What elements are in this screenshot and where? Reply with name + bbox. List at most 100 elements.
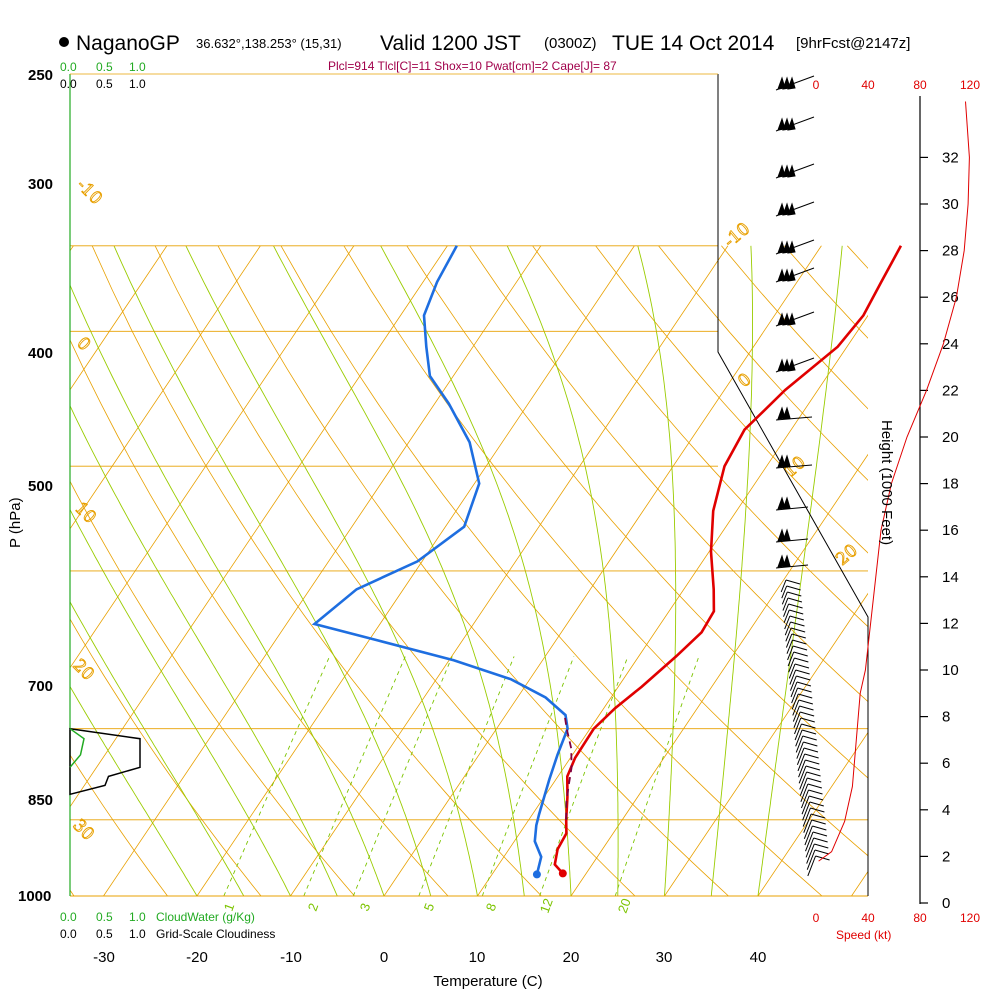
wind-barb-flag — [782, 406, 791, 420]
mix-label: 12 — [537, 896, 556, 915]
wind-barb-shaft — [787, 651, 795, 667]
ptick-400: 400 — [28, 345, 53, 362]
wind-barb-feather — [787, 591, 802, 597]
wind-barb-feather — [800, 717, 815, 723]
wind-barb-shaft — [792, 699, 800, 716]
cloud-water-scale-top: 0.0 0.5 1.0 — [60, 60, 146, 74]
surface-temperature-dot — [558, 869, 567, 878]
wind-barb-feather — [796, 681, 812, 687]
height-tick-label: 20 — [942, 429, 959, 446]
wind-barb-flag — [787, 240, 796, 254]
wind-barb-feather — [792, 639, 807, 645]
moist-adiabat-lines — [70, 245, 843, 896]
wind-barb-flag — [782, 554, 791, 568]
sounding-indices: Plcl=914 Tlcl[C]=11 Shox=10 Pwat[cm]=2 C… — [328, 59, 617, 73]
wind-barb-feather — [786, 585, 801, 591]
cl-bot-2: 1.0 — [129, 927, 146, 941]
wind-barb-feather — [812, 825, 827, 831]
wind-barb-feather — [795, 669, 810, 675]
cloud-water-label: CloudWater (g/Kg) — [156, 910, 255, 924]
ttick: 0 — [380, 949, 388, 966]
cw-top-0: 0.0 — [60, 60, 77, 74]
wind-barb-feather — [811, 819, 826, 825]
wind-barb-feather — [791, 633, 806, 639]
dry-label: -10 — [72, 175, 106, 209]
wind-barb-feather — [796, 675, 811, 681]
height-tick-label: 12 — [942, 615, 959, 632]
cl-top-2: 1.0 — [129, 77, 146, 91]
wind-barb-shaft — [793, 711, 801, 728]
wind-barb-feather — [789, 615, 804, 621]
wind-barb-feather — [810, 807, 825, 813]
mix-label: 8 — [483, 901, 500, 913]
cl-top-1: 0.5 — [96, 77, 113, 91]
mixing-ratio-line — [303, 656, 406, 896]
dry-adiabat — [70, 618, 262, 896]
x-axis-label: Temperature (C) — [433, 973, 542, 990]
wind-barb-flag — [782, 76, 791, 90]
wind-barb-shaft — [775, 506, 809, 511]
isobar-lines — [70, 245, 868, 897]
wind-barb-flag — [782, 240, 791, 254]
dry-adiabat — [595, 245, 868, 554]
spd-top-1: 40 — [861, 78, 875, 92]
wind-barb-shaft — [784, 621, 791, 636]
mix-label: 1 — [221, 901, 238, 913]
ptick-1000: 1000 — [18, 888, 51, 905]
wind-barb-shaft — [806, 843, 815, 864]
wind-barb-flag — [782, 117, 791, 131]
cloudiness-profile — [69, 727, 141, 796]
wind-barb-flag — [777, 268, 786, 282]
y-axis-label: P (hPa) — [7, 497, 24, 548]
wind-barb-feather — [812, 831, 828, 837]
wind-barb-flag — [777, 454, 786, 468]
isotherm — [664, 592, 868, 896]
dry-label: 20 — [68, 655, 97, 684]
wind-barb-shaft — [794, 723, 802, 741]
height-tick-label: 30 — [942, 196, 959, 213]
dry-adiabat — [658, 245, 868, 481]
forecast-info: [9hrFcst@2147z] — [796, 35, 910, 52]
wind-speed-profile — [818, 101, 970, 862]
wind-barb-shaft — [781, 585, 788, 599]
wind-barb-flag — [777, 528, 786, 542]
cloud-water-scale-bottom: 0.0 0.5 1.0 CloudWater (g/Kg) — [60, 910, 255, 924]
wind-barb-flag — [782, 358, 791, 372]
moist-adiabat — [757, 245, 843, 896]
wind-panel-boundary — [717, 74, 869, 896]
spd-top-2: 80 — [913, 78, 927, 92]
wind-barb-feather — [805, 765, 821, 771]
wind-barb-shaft — [788, 657, 795, 673]
cloudiness-label: Grid-Scale Cloudiness — [156, 927, 275, 941]
station-name: NaganoGP — [76, 32, 180, 55]
wind-barb-feather — [799, 705, 814, 711]
isotherm — [70, 245, 261, 530]
wind-barb-flag — [782, 312, 791, 326]
wind-barb-feather — [803, 747, 819, 753]
mixing-ratio-line — [539, 656, 629, 896]
isotherm — [757, 731, 868, 896]
height-tick-label: 32 — [942, 149, 959, 166]
height-tick-label: 16 — [942, 522, 959, 539]
mix-label: 2 — [305, 901, 322, 913]
height-tick-label: 22 — [942, 382, 959, 399]
wind-barb-shaft — [788, 663, 796, 679]
wind-barb-feather — [790, 621, 805, 627]
wind-barb-shaft — [782, 597, 789, 611]
dry-adiabat — [343, 245, 868, 857]
dry-adiabat — [469, 245, 868, 703]
mix-label: 20 — [615, 896, 634, 915]
moist-adiabat — [506, 245, 619, 896]
moist-adiabat — [710, 245, 753, 896]
height-axis-label: Height (1000 Feet) — [878, 420, 895, 545]
wind-barb-flag — [782, 164, 791, 178]
mixing-ratio-line — [614, 656, 700, 896]
wind-barb-feather — [791, 627, 806, 633]
moist-adiabat — [70, 404, 338, 896]
wind-barb-shaft — [795, 729, 803, 747]
height-tick-label: 0 — [942, 895, 950, 912]
wind-barb-flag — [777, 358, 786, 372]
pressure-ticks: 250 300 400 500 700 850 1000 — [18, 67, 53, 905]
wind-barb-feather — [793, 651, 808, 657]
wind-barb-shaft — [775, 416, 813, 421]
